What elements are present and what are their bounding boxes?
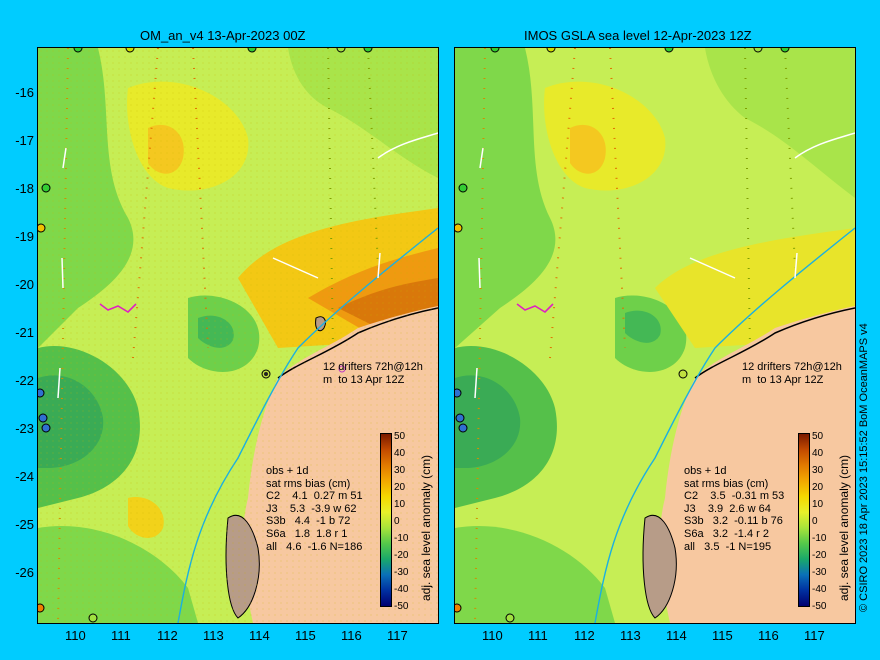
drifter-arrow — [62, 147, 67, 169]
y-tick: -17 — [15, 133, 34, 148]
drifter-arrow — [794, 252, 798, 279]
sea-level-map-left — [38, 48, 438, 623]
colorbar-left — [380, 433, 392, 607]
x-tick: 110 — [482, 628, 503, 643]
x-tick: 114 — [666, 628, 687, 643]
drifter-track — [794, 132, 855, 159]
colorbar-ticks-right: 50 40 30 20 10 0 -10 -20 -30 -40 -50 — [812, 431, 827, 612]
track-3 — [609, 48, 626, 349]
colorbar-right — [798, 433, 810, 607]
drifter-arrow — [478, 257, 481, 289]
map-left[interactable] — [37, 47, 439, 624]
drifter-arrow — [474, 367, 478, 399]
drifter-note-right: 12 drifters 72h@12h m to 13 Apr 12Z — [742, 361, 842, 386]
x-tick: 115 — [712, 628, 733, 643]
x-tick: 117 — [804, 628, 825, 643]
x-tick: 111 — [111, 628, 131, 643]
y-axis-labels-left: -16 -17 -18 -19 -20 -21 -22 -23 -24 -25 … — [4, 47, 36, 622]
pink-marker — [99, 303, 137, 314]
shelf-contour — [594, 227, 855, 623]
credit-text: © CSIRO 2023 18 Apr 2023 15:15:52 BoM Oc… — [858, 323, 870, 612]
green-region-south — [455, 526, 615, 623]
x-axis-labels-right: 110 111 112 113 114 115 116 117 — [454, 628, 854, 646]
colorbar-ticks-left: 50 40 30 20 10 0 -10 -20 -30 -40 -50 — [394, 431, 409, 612]
green-region-north — [705, 48, 855, 198]
y-tick: -20 — [15, 277, 34, 292]
drifter-arrow — [689, 257, 736, 279]
x-tick: 114 — [249, 628, 270, 643]
x-tick: 112 — [574, 628, 595, 643]
x-tick: 115 — [295, 628, 316, 643]
y-tick: -26 — [15, 565, 34, 580]
x-tick: 111 — [528, 628, 548, 643]
x-tick: 116 — [758, 628, 779, 643]
drifter-arrow — [479, 147, 484, 169]
track-5 — [784, 48, 796, 269]
drifter-arrow — [272, 257, 319, 279]
y-tick: -18 — [15, 181, 34, 196]
green-eddy-core — [625, 310, 661, 343]
y-tick: -21 — [15, 325, 34, 340]
map-right[interactable] — [454, 47, 856, 624]
x-tick: 117 — [387, 628, 408, 643]
colorbar-title-left: adj. sea level anomaly (cm) — [419, 454, 433, 601]
stats-box-left: obs + 1d sat rms bias (cm) C2 4.1 0.27 m… — [266, 465, 363, 553]
y-tick: -16 — [15, 85, 34, 100]
panel-title-right: IMOS GSLA sea level 12-Apr-2023 12Z — [524, 28, 752, 43]
stats-box-right: obs + 1d sat rms bias (cm) C2 3.5 -0.31 … — [684, 465, 785, 553]
y-tick: -25 — [15, 517, 34, 532]
coastline — [694, 307, 855, 379]
drifter-track — [377, 132, 438, 159]
panel-title-left: OM_an_v4 13-Apr-2023 00Z — [140, 28, 306, 43]
peninsula — [642, 515, 677, 619]
drifter-arrow — [57, 367, 61, 399]
y-tick: -19 — [15, 229, 34, 244]
sea-level-map-right — [455, 48, 855, 623]
drifter-arrow — [61, 257, 64, 289]
x-tick: 113 — [203, 628, 224, 643]
x-tick: 110 — [65, 628, 86, 643]
colorbar-title-right: adj. sea level anomaly (cm) — [837, 454, 851, 601]
x-tick: 112 — [157, 628, 178, 643]
y-tick: -24 — [15, 469, 34, 484]
track-4 — [744, 48, 751, 349]
y-tick: -22 — [15, 373, 34, 388]
x-axis-labels-left: 110 111 112 113 114 115 116 117 — [37, 628, 437, 646]
shelf-yellow — [655, 228, 855, 348]
drifter-arrow — [377, 252, 381, 279]
obs-markers — [38, 48, 373, 623]
dark-green-core — [455, 375, 521, 468]
drifter-note-left: 12 drifters 72h@12h m to 13 Apr 12Z — [323, 361, 423, 386]
y-tick: -23 — [15, 421, 34, 436]
pink-marker — [516, 303, 554, 314]
x-tick: 116 — [341, 628, 362, 643]
orange-patch-north — [570, 124, 606, 174]
x-tick: 113 — [620, 628, 641, 643]
obs-markers — [455, 48, 790, 623]
